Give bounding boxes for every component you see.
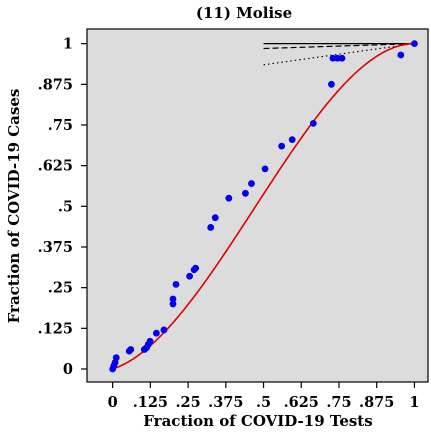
x-axis-ticks: 0 .125 .25 .375 .5 .625 .75 .875 1 <box>108 382 419 411</box>
data-point <box>153 329 160 337</box>
x-axis-label: Fraction of COVID-19 Tests <box>143 412 372 430</box>
data-point <box>112 354 120 361</box>
x-tick-label: .25 <box>175 394 200 411</box>
data-point <box>160 326 168 334</box>
x-tick-label: .5 <box>256 394 271 411</box>
y-tick-label: .625 <box>38 158 73 175</box>
y-axis-ticks: 0 .125 .25 .375 .5 .625 .75 .875 1 <box>38 36 87 378</box>
plot-area <box>86 28 429 383</box>
data-point <box>261 165 269 173</box>
x-tick-label: .125 <box>133 394 168 411</box>
reference-line-dashed <box>263 43 415 50</box>
x-tick-label: 0 <box>108 394 118 411</box>
data-point <box>309 119 317 127</box>
data-point <box>397 51 405 59</box>
chart-title: (11) Molise <box>196 4 292 22</box>
y-tick-label: 0 <box>63 361 73 378</box>
data-point <box>242 189 249 197</box>
data-point <box>411 40 418 48</box>
data-point <box>225 194 233 202</box>
data-point <box>207 224 215 231</box>
data-point <box>169 300 177 308</box>
data-point <box>186 272 194 280</box>
fit-curve <box>112 42 415 370</box>
y-tick-label: 1 <box>63 36 73 53</box>
reference-lines <box>263 43 415 66</box>
y-tick-label: .875 <box>38 76 73 93</box>
data-point <box>248 180 255 187</box>
x-tick-label: .375 <box>208 394 243 411</box>
y-tick-label: .25 <box>48 280 73 297</box>
data-point <box>328 80 335 88</box>
y-tick-label: .75 <box>48 117 73 134</box>
reference-line-dotted <box>263 43 415 66</box>
data-point <box>127 346 135 353</box>
y-tick-label: .5 <box>58 198 73 215</box>
data-point <box>192 264 200 272</box>
data-point <box>172 280 180 288</box>
y-tick-label: .375 <box>38 239 73 256</box>
y-axis-label: Fraction of COVID-19 Cases <box>5 89 23 324</box>
x-tick-label: 1 <box>409 394 419 411</box>
data-point <box>278 142 286 150</box>
x-tick-label: .75 <box>326 394 351 411</box>
x-tick-label: .625 <box>284 394 319 411</box>
x-tick-label: .875 <box>359 394 394 411</box>
data-point <box>211 214 219 222</box>
data-point <box>169 295 177 303</box>
data-point <box>338 54 346 62</box>
y-tick-label: .125 <box>38 320 73 337</box>
data-point <box>288 136 296 144</box>
data-points <box>109 40 418 373</box>
data-point <box>146 337 154 345</box>
